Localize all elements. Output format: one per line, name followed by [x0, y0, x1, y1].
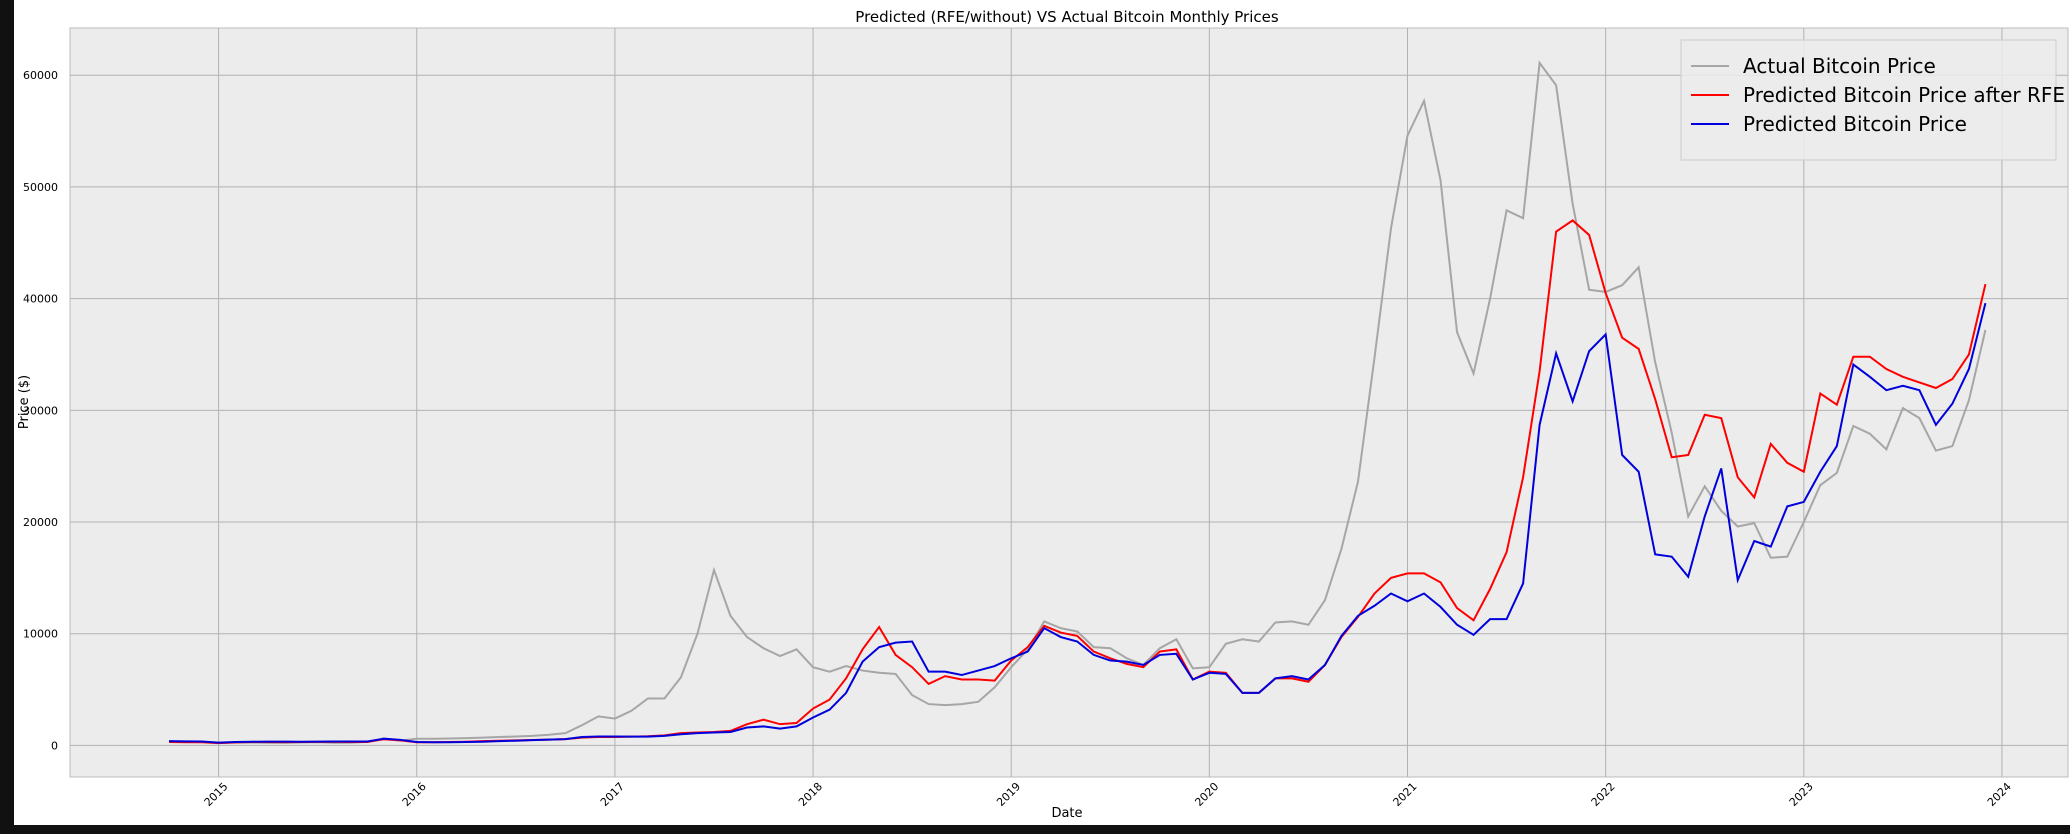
- y-axis-label: Price ($): [17, 375, 32, 429]
- legend-label: Predicted Bitcoin Price: [1743, 112, 1967, 136]
- legend-label: Actual Bitcoin Price: [1743, 54, 1936, 78]
- y-tick-label: 60000: [23, 69, 58, 82]
- y-tick-label: 50000: [23, 181, 58, 194]
- y-tick-label: 10000: [23, 628, 58, 641]
- y-tick-label: 0: [51, 739, 58, 752]
- data-line: [169, 60, 1987, 744]
- data-line: [169, 302, 1987, 744]
- grid: [70, 28, 2068, 777]
- legend-box: [1680, 39, 2057, 161]
- chart-title: Predicted (RFE/without) VS Actual Bitcoi…: [855, 8, 1279, 26]
- x-axis-label: Date: [1051, 806, 1082, 821]
- legend-label: Predicted Bitcoin Price after RFE: [1743, 83, 2065, 107]
- y-tick-label: 40000: [23, 293, 58, 306]
- y-tick-label: 20000: [23, 516, 58, 529]
- y-tick-label: 30000: [23, 404, 58, 417]
